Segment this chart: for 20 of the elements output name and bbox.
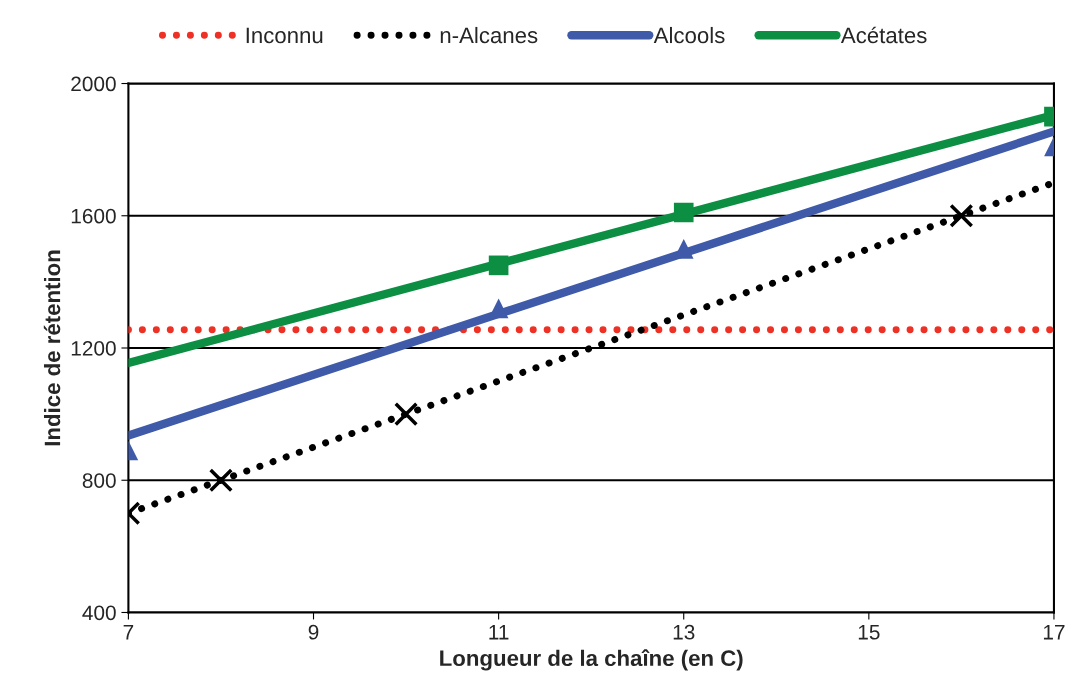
x-tick-label: 9 [308,624,319,640]
y-tick-label: 800 [82,473,116,488]
x-tick-label: 7 [123,625,134,640]
y-tick-label: 2000 [71,76,116,92]
point [673,202,694,223]
legend-label: Alcools [653,26,725,44]
legend-label: Acétates [840,26,927,44]
y-axis-title: Indice de rétention [43,250,61,446]
point [488,255,509,276]
x-tick-label: 17 [1043,625,1065,640]
legend-label: n-Alcanes [440,26,538,44]
point [394,402,419,427]
x-tick-label: 13 [673,624,695,640]
legend-label: Inconnu [246,27,323,44]
y-tick-label: 1200 [71,341,116,356]
y-tick-label: 1600 [71,208,116,224]
y-tick-label: 400 [82,605,116,621]
x-tick-label: 11 [489,625,509,640]
x-tick-label: 15 [858,625,880,640]
x-axis-title: Longueur de la chaîne (en C) [440,649,743,671]
